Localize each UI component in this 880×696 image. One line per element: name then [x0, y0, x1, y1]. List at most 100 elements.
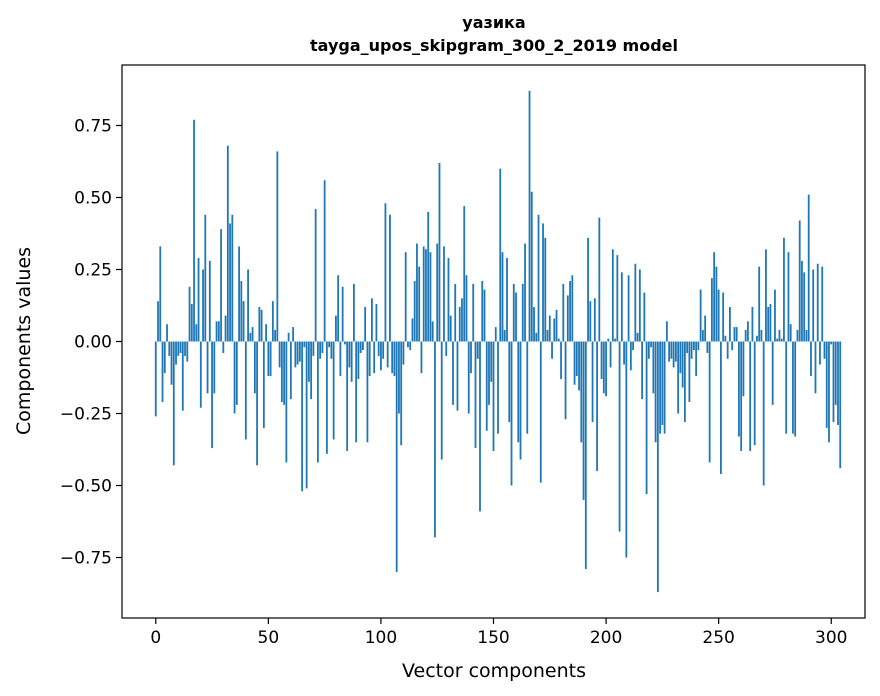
bar	[765, 249, 767, 342]
bars-group	[154, 90, 842, 593]
bar	[564, 341, 567, 420]
bar	[371, 298, 373, 342]
bar	[278, 341, 281, 368]
bar	[647, 341, 650, 359]
bar	[262, 341, 265, 428]
bar	[452, 341, 454, 405]
bar	[697, 341, 700, 351]
bar	[353, 283, 355, 342]
bar	[175, 341, 177, 365]
bar	[314, 209, 317, 342]
bar	[296, 341, 299, 365]
bar	[154, 341, 157, 417]
x-axis-label: Vector components	[402, 660, 586, 682]
bar	[461, 298, 463, 342]
bar	[652, 341, 655, 394]
bar	[179, 341, 182, 354]
bar	[834, 341, 837, 405]
bar	[409, 341, 412, 351]
bar	[623, 341, 625, 365]
bar	[168, 341, 171, 356]
bar	[706, 341, 709, 354]
bar	[733, 327, 736, 342]
bar	[557, 338, 560, 342]
bar	[819, 341, 821, 365]
bar	[508, 341, 511, 423]
bar	[407, 341, 409, 348]
bar	[515, 292, 517, 342]
bar	[429, 252, 432, 342]
bar	[566, 295, 569, 342]
bar	[479, 341, 481, 512]
bar	[715, 266, 718, 342]
bar	[519, 341, 522, 460]
bar	[476, 341, 479, 359]
bar	[497, 341, 499, 434]
bar	[762, 341, 765, 486]
bar	[679, 341, 682, 374]
bar	[294, 341, 297, 368]
bar	[413, 281, 416, 342]
bar	[542, 223, 544, 342]
bar	[609, 341, 612, 368]
bar	[172, 341, 175, 466]
bar	[447, 257, 450, 342]
y-tick-label: −0.50	[60, 477, 112, 497]
bar	[330, 341, 333, 359]
bar	[587, 237, 589, 342]
bar	[760, 329, 763, 342]
bar	[837, 341, 839, 426]
bar	[251, 327, 254, 342]
bar	[343, 341, 346, 345]
bar	[244, 341, 247, 440]
bar	[298, 341, 301, 362]
chart-subtitle: tayga_upos_skipgram_300_2_2019 model	[310, 36, 678, 55]
bar	[312, 341, 315, 356]
bar	[749, 341, 752, 451]
bar	[535, 332, 538, 342]
bar	[695, 341, 698, 377]
bar	[643, 292, 646, 342]
bar	[247, 269, 249, 342]
bar	[427, 211, 430, 342]
bar	[614, 338, 616, 342]
bar	[334, 315, 337, 342]
bar	[355, 341, 358, 443]
bar	[830, 341, 833, 345]
bar	[368, 341, 371, 377]
bar	[249, 332, 252, 342]
bar	[605, 341, 607, 397]
bar	[163, 341, 166, 374]
bar	[803, 272, 806, 342]
bar	[729, 306, 731, 342]
bar	[292, 327, 295, 342]
bar	[546, 329, 549, 342]
bar	[593, 298, 596, 342]
bar	[215, 321, 218, 342]
bar	[636, 332, 639, 342]
bar	[389, 214, 391, 342]
bar	[456, 341, 459, 411]
bar	[600, 341, 603, 379]
y-axis-label: Components values	[13, 247, 35, 435]
bar	[710, 278, 713, 342]
bar	[510, 341, 513, 486]
bar	[506, 257, 508, 342]
bar	[283, 341, 286, 405]
bar	[735, 327, 738, 342]
bar	[544, 237, 547, 342]
bar	[742, 341, 745, 397]
bar	[402, 341, 405, 365]
bar	[195, 324, 198, 342]
bar	[816, 263, 819, 342]
bar	[769, 304, 772, 342]
bar	[767, 306, 770, 342]
bar	[274, 329, 277, 342]
bar	[555, 309, 558, 342]
bar	[659, 341, 662, 434]
bar	[339, 341, 342, 377]
bar	[316, 341, 319, 463]
bar	[688, 341, 691, 402]
bar	[690, 341, 693, 359]
bar	[346, 341, 349, 451]
